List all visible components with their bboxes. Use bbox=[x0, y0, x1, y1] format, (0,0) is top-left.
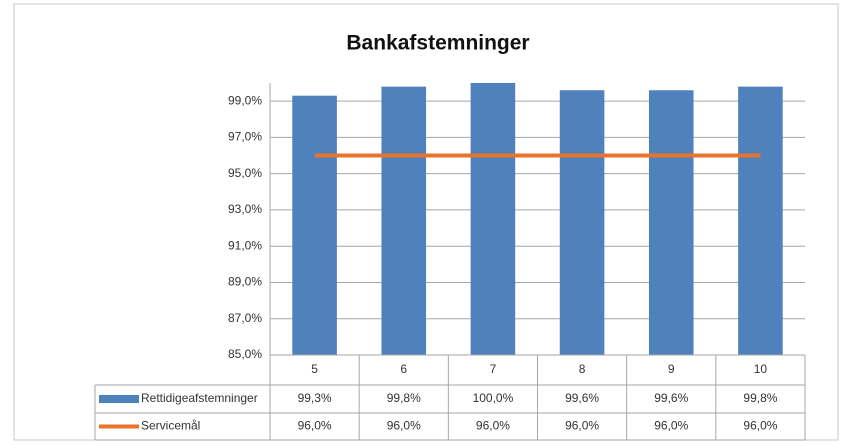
y-tick-label: 85,0% bbox=[228, 347, 262, 361]
data-label: 96,0% bbox=[654, 419, 688, 433]
data-label: 96,0% bbox=[743, 419, 777, 433]
data-label: 100,0% bbox=[473, 391, 514, 405]
data-label: 99,3% bbox=[298, 391, 332, 405]
data-label: 99,8% bbox=[387, 391, 421, 405]
y-tick-label: 99,0% bbox=[228, 93, 262, 107]
bar bbox=[738, 86, 783, 356]
data-label: 96,0% bbox=[387, 419, 421, 433]
legend-label: Servicemål bbox=[141, 419, 200, 433]
data-label: 96,0% bbox=[298, 419, 332, 433]
data-label: 99,8% bbox=[743, 391, 777, 405]
legend-key bbox=[99, 395, 139, 403]
data-label: 96,0% bbox=[476, 419, 510, 433]
y-tick-label: 87,0% bbox=[228, 311, 262, 325]
x-tick-label: 10 bbox=[754, 362, 768, 376]
bar bbox=[648, 90, 694, 356]
chart-title: Bankafstemninger bbox=[346, 32, 529, 55]
bar bbox=[292, 95, 337, 356]
x-tick-label: 9 bbox=[668, 362, 675, 376]
y-tick-label: 95,0% bbox=[228, 166, 262, 180]
bar bbox=[470, 83, 516, 355]
x-tick-label: 8 bbox=[579, 362, 586, 376]
y-tick-label: 93,0% bbox=[228, 202, 262, 216]
legend-label: Rettidigeafstemninger bbox=[141, 391, 258, 405]
x-tick-label: 6 bbox=[400, 362, 407, 376]
x-tick-label: 7 bbox=[490, 362, 497, 376]
x-tick-label: 5 bbox=[311, 362, 318, 376]
data-label: 96,0% bbox=[565, 419, 599, 433]
data-label: 99,6% bbox=[565, 391, 599, 405]
y-tick-label: 89,0% bbox=[228, 275, 262, 289]
data-label: 99,6% bbox=[654, 391, 688, 405]
y-tick-label: 97,0% bbox=[228, 130, 262, 144]
y-tick-label: 91,0% bbox=[228, 238, 262, 252]
bar bbox=[559, 90, 605, 356]
bar bbox=[381, 86, 427, 356]
